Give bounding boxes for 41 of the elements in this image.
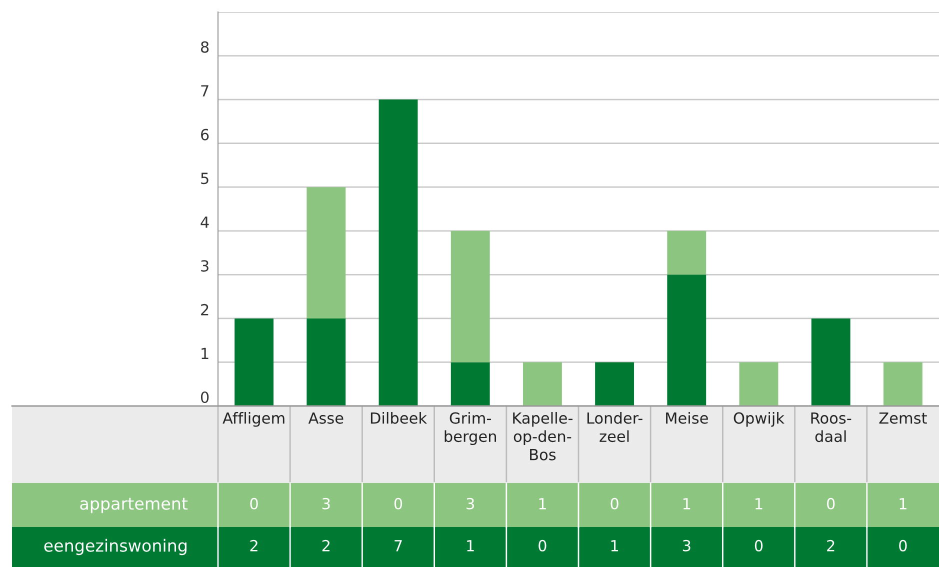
y-tick-label: 5	[201, 172, 208, 184]
x-tick-label: Kapelle- op-den- Bos	[513, 412, 573, 460]
data-label: 3	[322, 498, 330, 510]
y-tick-label: 6	[201, 128, 209, 140]
x-tick-label: Roos- daal	[811, 412, 852, 442]
data-label: 1	[539, 498, 546, 510]
data-label: 1	[683, 498, 690, 510]
data-label: 2	[250, 540, 258, 552]
y-tick-label: 2	[201, 304, 208, 316]
x-tick-label: Meise	[666, 412, 708, 424]
data-label: 0	[826, 498, 835, 510]
x-tick-label: Londer- zeel	[587, 412, 642, 442]
data-label: 0	[250, 498, 258, 510]
y-tick-label: 1	[202, 348, 208, 360]
data-label: 1	[611, 540, 618, 552]
data-label: 1	[900, 498, 906, 510]
data-label: 1	[467, 540, 474, 552]
data-label: 3	[682, 540, 690, 552]
y-tick-label: 8	[200, 41, 209, 53]
data-label: 1	[756, 498, 762, 510]
data-label: 2	[827, 540, 834, 552]
data-label: 0	[899, 540, 907, 552]
y-tick-label: 7	[201, 85, 208, 96]
data-label: 0	[394, 498, 402, 510]
x-tick-label: Grim- bergen	[444, 412, 496, 446]
y-tick-label: 3	[201, 260, 208, 272]
y-tick-label: 4	[200, 216, 209, 228]
data-label: 7	[394, 540, 402, 552]
data-label: 2	[322, 540, 330, 552]
data-label: 0	[538, 540, 546, 552]
data-label: 0	[610, 498, 618, 510]
data-label: 0	[754, 540, 763, 552]
data-label: 3	[466, 498, 474, 510]
x-tick-label: Affligem	[222, 412, 284, 427]
x-tick-label: Zemst	[879, 412, 927, 424]
x-tick-label: Asse	[308, 412, 344, 424]
y-tick-label: 0	[200, 391, 209, 404]
text: appartement	[80, 498, 188, 514]
text: eengezinswoning	[44, 538, 186, 556]
x-tick-label: Opwijk	[734, 412, 784, 427]
x-tick-label: Dilbeek	[370, 412, 428, 424]
